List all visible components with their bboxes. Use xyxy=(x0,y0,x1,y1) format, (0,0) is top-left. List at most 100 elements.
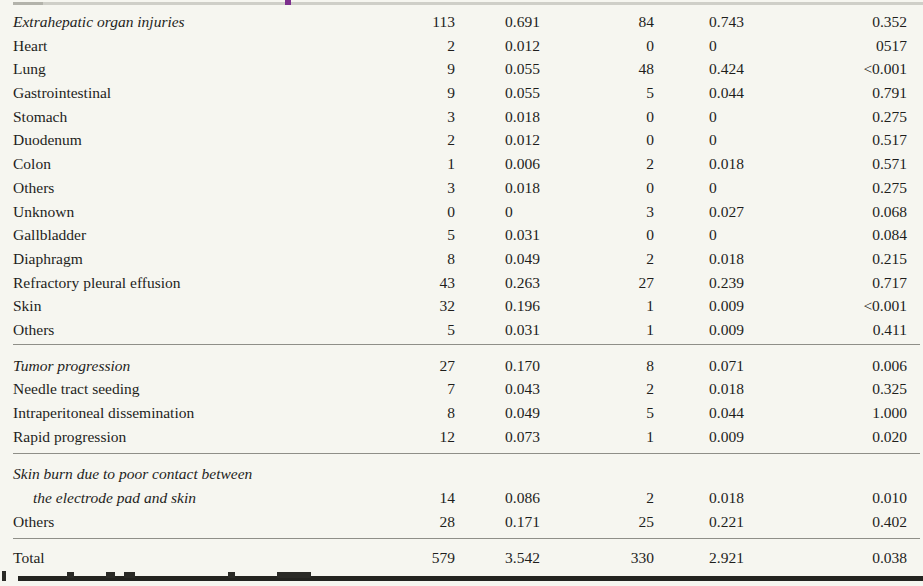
cell-rate-a: 0.055 xyxy=(455,57,605,81)
cell-rate-a: 0.263 xyxy=(455,271,605,295)
cell-p-value: 0.517 xyxy=(804,128,907,152)
cell-rate-a: 0.086 xyxy=(455,486,605,510)
cell-rate-a: 0.031 xyxy=(455,223,605,247)
cell-count-b: 1 xyxy=(605,318,654,342)
cell-count-a: 2 xyxy=(420,128,455,152)
cell-rate-b: 0.018 xyxy=(654,152,804,176)
cell-count-a xyxy=(420,462,455,486)
table-bottom-rule xyxy=(18,576,923,581)
cell-rate-b: 0.009 xyxy=(654,318,804,342)
cell-p-value: 0.275 xyxy=(804,176,907,200)
table-row: Others50.03110.0090.411 xyxy=(0,318,923,342)
cell-label: Duodenum xyxy=(0,128,420,152)
cell-p-value: 0.791 xyxy=(804,81,907,105)
table-row: Others280.171250.2210.402 xyxy=(0,510,923,534)
cell-rate-b: 0.743 xyxy=(654,10,804,34)
cell-label: Stomach xyxy=(0,105,420,129)
cell-p-value: 0.352 xyxy=(804,10,907,34)
cell-count-a: 3 xyxy=(420,105,455,129)
cell-count-a: 7 xyxy=(420,377,455,401)
cell-p-value: 0.038 xyxy=(804,546,907,570)
cell-count-b: 0 xyxy=(605,34,654,58)
cell-count-a: 0 xyxy=(420,200,455,224)
cell-p-value: <0.001 xyxy=(804,294,907,318)
cell-count-b: 1 xyxy=(605,425,654,449)
cropped-caption-text-fragment xyxy=(67,572,74,578)
cell-rate-a: 0.012 xyxy=(455,128,605,152)
cell-count-a: 12 xyxy=(420,425,455,449)
table-row: Total5793.5423302.9210.038 xyxy=(0,546,923,570)
cell-p-value: 0.068 xyxy=(804,200,907,224)
cell-p-value: 0.325 xyxy=(804,377,907,401)
cell-count-b: 2 xyxy=(605,377,654,401)
table-row: Duodenum20.012000.517 xyxy=(0,128,923,152)
table-top-rule-dark-segment xyxy=(13,2,43,5)
cell-count-b: 5 xyxy=(605,81,654,105)
table-row: Lung90.055480.424<0.001 xyxy=(0,57,923,81)
cell-rate-a: 0.006 xyxy=(455,152,605,176)
cell-label: Refractory pleural effusion xyxy=(0,271,420,295)
cell-rate-b: 0 xyxy=(654,105,804,129)
cell-rate-b xyxy=(654,462,804,486)
cell-count-b: 25 xyxy=(605,510,654,534)
table-row: Gallbladder50.031000.084 xyxy=(0,223,923,247)
cell-rate-b: 0.027 xyxy=(654,200,804,224)
cell-label: the electrode pad and skin xyxy=(0,486,420,510)
cell-p-value: 0.717 xyxy=(804,271,907,295)
cell-rate-b: 0.018 xyxy=(654,247,804,271)
cell-count-b: 0 xyxy=(605,223,654,247)
cell-rate-b: 0 xyxy=(654,176,804,200)
table-row: Gastrointestinal90.05550.0440.791 xyxy=(0,81,923,105)
table-top-rule xyxy=(13,2,923,5)
cell-p-value: 0.020 xyxy=(804,425,907,449)
table-row: the electrode pad and skin140.08620.0180… xyxy=(0,486,923,510)
cell-label: Heart xyxy=(0,34,420,58)
cell-count-a: 28 xyxy=(420,510,455,534)
cell-label: Gallbladder xyxy=(0,223,420,247)
cropped-caption-text-fragment xyxy=(106,572,115,578)
cell-label: Others xyxy=(0,510,420,534)
cell-rate-a: 0.018 xyxy=(455,105,605,129)
cell-p-value: 0.411 xyxy=(804,318,907,342)
table-row: Tumor progression270.17080.0710.006 xyxy=(0,354,923,378)
cell-count-a: 579 xyxy=(420,546,455,570)
cell-p-value: 0.010 xyxy=(804,486,907,510)
section-divider-rule xyxy=(13,453,920,454)
cropped-purple-text-fragment xyxy=(285,0,291,5)
cell-rate-b: 0.044 xyxy=(654,81,804,105)
cell-rate-b: 0.071 xyxy=(654,354,804,378)
cell-rate-a: 0.031 xyxy=(455,318,605,342)
cell-count-b: 2 xyxy=(605,247,654,271)
cell-count-b: 3 xyxy=(605,200,654,224)
cell-count-a: 3 xyxy=(420,176,455,200)
cell-rate-b: 0 xyxy=(654,223,804,247)
cell-count-b: 27 xyxy=(605,271,654,295)
cell-label: Colon xyxy=(0,152,420,176)
cell-rate-a: 0 xyxy=(455,200,605,224)
cell-rate-b: 0.424 xyxy=(654,57,804,81)
cell-count-a: 9 xyxy=(420,57,455,81)
cell-count-a: 9 xyxy=(420,81,455,105)
cell-count-a: 32 xyxy=(420,294,455,318)
cell-label: Unknown xyxy=(0,200,420,224)
cell-count-b: 0 xyxy=(605,105,654,129)
cell-rate-b: 0.044 xyxy=(654,401,804,425)
cell-count-a: 2 xyxy=(420,34,455,58)
cell-count-a: 113 xyxy=(420,10,455,34)
cell-label: Diaphragm xyxy=(0,247,420,271)
cell-count-b: 84 xyxy=(605,10,654,34)
cell-p-value: 0517 xyxy=(804,34,907,58)
cell-label: Tumor progression xyxy=(0,354,420,378)
cell-p-value: 0.215 xyxy=(804,247,907,271)
cell-p-value: 0.275 xyxy=(804,105,907,129)
cell-rate-a: 0.170 xyxy=(455,354,605,378)
table-row: Rapid progression120.07310.0090.020 xyxy=(0,425,923,449)
cropped-caption-text-fragment xyxy=(228,572,235,578)
table-row: Intraperitoneal dissemination80.04950.04… xyxy=(0,401,923,425)
cell-rate-b: 0.221 xyxy=(654,510,804,534)
cell-count-b: 330 xyxy=(605,546,654,570)
table-row: Refractory pleural effusion430.263270.23… xyxy=(0,271,923,295)
cell-label: Total xyxy=(0,546,420,570)
cell-count-a: 43 xyxy=(420,271,455,295)
cell-label: Lung xyxy=(0,57,420,81)
